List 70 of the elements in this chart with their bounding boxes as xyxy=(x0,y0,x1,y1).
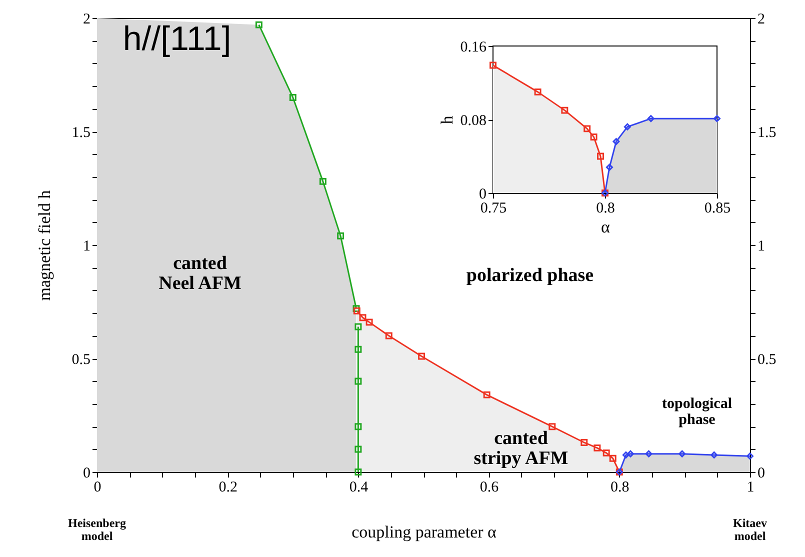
point xyxy=(354,346,362,353)
point xyxy=(385,332,392,340)
annotation: canted stripy AFM xyxy=(474,428,568,469)
y2-tick-label: 1.5 xyxy=(758,125,776,141)
annotation: canted Neel AFM xyxy=(158,253,242,294)
y-tick-label: 1.5 xyxy=(72,125,90,141)
point xyxy=(354,323,362,330)
point xyxy=(602,449,610,456)
annotation: topological phase xyxy=(662,396,732,428)
annotation: h//[111] xyxy=(122,20,232,58)
point xyxy=(609,454,616,462)
point xyxy=(319,178,326,185)
text: Heisenberg model xyxy=(68,516,126,543)
point xyxy=(418,352,426,360)
point xyxy=(289,94,296,101)
point xyxy=(354,378,362,385)
x-tick-label: 0.75 xyxy=(480,200,507,216)
x-tick-label: 0.85 xyxy=(704,200,731,216)
x-tick-label: 0.6 xyxy=(480,480,500,496)
x-tick-label: 0 xyxy=(94,480,102,496)
y-tick-label: 1 xyxy=(83,238,90,254)
point xyxy=(710,451,718,458)
x-tick-label: 1 xyxy=(746,480,754,496)
annotation: polarized phase xyxy=(466,265,594,286)
point xyxy=(255,21,262,28)
point xyxy=(580,439,588,446)
y2-tick-label: 1 xyxy=(758,238,765,254)
point xyxy=(337,232,344,240)
y-tick-label: 0 xyxy=(479,186,486,202)
y2-tick-label: 0.5 xyxy=(758,352,776,368)
point xyxy=(622,451,630,458)
point xyxy=(561,106,568,114)
point xyxy=(594,444,601,452)
point xyxy=(354,446,362,453)
point xyxy=(590,133,598,140)
point xyxy=(483,391,490,398)
point xyxy=(606,164,613,171)
x-tick-label: 0.8 xyxy=(610,480,630,496)
point xyxy=(627,450,634,458)
point xyxy=(354,468,362,476)
y-tick-label: 0 xyxy=(83,466,90,482)
point xyxy=(647,115,654,122)
text: Kitaev model xyxy=(733,516,767,543)
y-axis-title: h xyxy=(437,115,456,124)
y2-tick-label: 0 xyxy=(758,466,765,482)
y2-tick-label: 2 xyxy=(758,12,765,28)
x-tick-label: 0.4 xyxy=(349,480,369,496)
y-tick-label: 2 xyxy=(83,12,90,28)
y-tick-label: 0.5 xyxy=(72,352,90,368)
point xyxy=(597,152,604,160)
y-tick-label: 0.08 xyxy=(460,113,486,129)
point xyxy=(359,314,366,322)
y-tick-label: 0.16 xyxy=(460,40,487,56)
point xyxy=(548,423,556,430)
y-axis-title: magnetic field h xyxy=(34,190,54,301)
x-tick-label: 0.2 xyxy=(218,480,238,496)
point xyxy=(624,123,631,130)
point xyxy=(584,125,591,132)
point xyxy=(612,138,620,146)
point xyxy=(645,450,652,458)
point xyxy=(366,318,373,326)
point xyxy=(490,62,496,69)
x-axis-title: coupling parameter α xyxy=(352,522,497,542)
point xyxy=(354,423,362,430)
point xyxy=(534,88,542,96)
point xyxy=(714,115,720,122)
x-axis-title: α xyxy=(601,218,610,236)
x-tick-label: 0.8 xyxy=(596,200,615,216)
point xyxy=(678,450,686,458)
point xyxy=(746,452,754,460)
